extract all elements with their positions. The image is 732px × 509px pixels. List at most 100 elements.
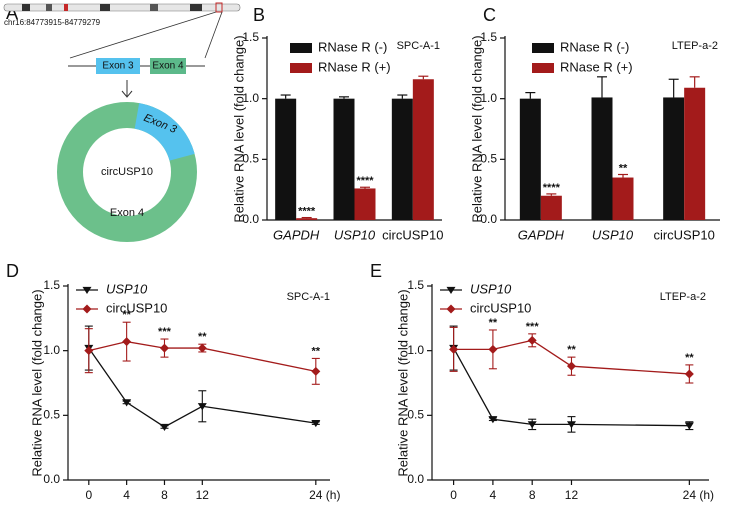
legend-swatch xyxy=(290,63,312,73)
x-tick-label: GAPDH xyxy=(518,227,565,242)
x-tick-label: GAPDH xyxy=(273,227,320,242)
y-tick-label: 0.5 xyxy=(242,152,259,166)
centromere xyxy=(64,4,68,11)
exon-3-arc xyxy=(134,103,195,162)
significance: ** xyxy=(619,162,628,174)
arc-label: Exon 4 xyxy=(110,207,144,219)
panel-1: C Relative RNA level (fold change) LTEP-a-… xyxy=(469,5,720,242)
significance: **** xyxy=(356,175,374,187)
bar xyxy=(275,98,297,220)
x-tick-label: 12 xyxy=(565,488,579,502)
bar xyxy=(591,97,613,220)
exon-label: Exon 3 xyxy=(102,61,134,72)
y-tick-label: 0.0 xyxy=(43,472,60,486)
marker xyxy=(684,369,694,379)
circ-name: circUSP10 xyxy=(101,166,153,178)
marker xyxy=(197,343,207,353)
significance: ** xyxy=(489,317,498,329)
legend-label: RNase R (+) xyxy=(318,59,391,74)
legend-swatch xyxy=(532,63,554,73)
x-tick-label: USP10 xyxy=(334,227,376,242)
x-tick-label: 4 xyxy=(490,488,497,502)
band xyxy=(190,4,202,11)
x-tick-label: 8 xyxy=(529,488,536,502)
y-axis-title: Relative RNA level (fold change) xyxy=(395,289,410,476)
panel-letter: E xyxy=(370,261,382,281)
y-tick-label: 1.0 xyxy=(407,343,424,357)
x-tick-label: 24 xyxy=(309,488,323,502)
x-tick-label: 4 xyxy=(123,488,130,502)
legend-marker xyxy=(82,304,92,314)
bar xyxy=(519,98,541,220)
bar xyxy=(296,218,318,220)
marker xyxy=(122,399,132,407)
marker xyxy=(488,416,498,424)
x-tick-label: circUSP10 xyxy=(653,227,714,242)
band xyxy=(46,4,52,11)
panel-a: A chr16:84773915-84779279 Exon 3 Exon 4 … xyxy=(3,2,241,242)
zoom-line xyxy=(204,11,223,59)
bar xyxy=(663,97,685,220)
panel-letter: C xyxy=(483,5,496,25)
x-tick-label: 24 xyxy=(683,488,697,502)
significance: ** xyxy=(685,352,694,364)
bar xyxy=(612,177,634,220)
significance: **** xyxy=(298,205,316,217)
legend-label: USP10 xyxy=(106,281,148,296)
marker xyxy=(159,343,169,353)
x-axis-title: (h) xyxy=(326,488,341,502)
bar xyxy=(540,195,562,220)
legend-swatch xyxy=(290,43,312,53)
x-tick-label: USP10 xyxy=(592,227,634,242)
significance: ** xyxy=(198,331,207,343)
band xyxy=(100,4,110,11)
y-tick-label: 1.0 xyxy=(480,91,497,105)
y-tick-label: 0.0 xyxy=(480,212,497,226)
legend-label: RNase R (+) xyxy=(560,59,633,74)
marker xyxy=(684,422,694,430)
y-tick-label: 0.5 xyxy=(43,408,60,422)
arrow-head xyxy=(121,90,133,98)
significance: *** xyxy=(158,326,172,338)
circ-ring xyxy=(57,102,197,242)
marker xyxy=(449,344,459,354)
significance: ** xyxy=(122,309,131,321)
exon-3-box xyxy=(96,58,140,74)
legend-label: RNase R (-) xyxy=(560,39,629,54)
locus-box xyxy=(215,2,223,13)
panel-letter: B xyxy=(253,5,265,25)
y-axis-title: Relative RNA level (fold change) xyxy=(469,35,484,222)
panel-3: E Relative RNA level (fold change) LTEP-a-… xyxy=(370,261,714,502)
zoom-line xyxy=(69,11,217,59)
x-tick-label: 12 xyxy=(196,488,210,502)
legend-marker xyxy=(446,304,456,314)
marker xyxy=(488,344,498,354)
y-tick-label: 0.5 xyxy=(480,152,497,166)
y-tick-label: 1.0 xyxy=(242,91,259,105)
legend-label: RNase R (-) xyxy=(318,39,387,54)
significance: *** xyxy=(526,321,540,333)
y-tick-label: 1.5 xyxy=(242,30,259,44)
marker xyxy=(311,366,321,376)
exon-label: Exon 4 xyxy=(152,61,184,72)
marker xyxy=(527,421,537,429)
exon-4-box xyxy=(150,58,186,74)
marker xyxy=(311,419,321,428)
panel-2: D Relative RNA level (fold change) SPC-A-1… xyxy=(6,261,340,502)
band xyxy=(150,4,158,11)
marker xyxy=(122,337,132,347)
y-tick-label: 1.0 xyxy=(43,343,60,357)
band xyxy=(22,4,30,11)
significance: **** xyxy=(543,182,561,194)
marker xyxy=(84,346,94,356)
annotation: LTEP-a-2 xyxy=(660,291,706,303)
x-tick-label: 8 xyxy=(161,488,168,502)
x-tick-label: 0 xyxy=(85,488,92,502)
legend-marker xyxy=(82,286,92,295)
y-axis-title: Relative RNA level (fold change) xyxy=(29,289,44,476)
x-axis-title: (h) xyxy=(699,488,714,502)
annotation: SPC-A-1 xyxy=(397,40,440,52)
annotation: LTEP-a-2 xyxy=(672,40,718,52)
bar xyxy=(684,87,706,220)
